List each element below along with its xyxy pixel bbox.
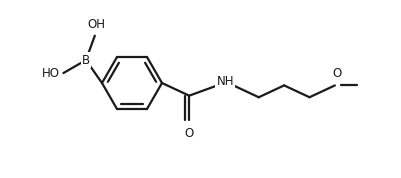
Text: O: O <box>184 127 193 140</box>
Text: HO: HO <box>41 67 59 80</box>
Text: OH: OH <box>87 18 105 31</box>
Text: O: O <box>332 67 341 80</box>
Text: NH: NH <box>216 75 233 88</box>
Text: B: B <box>82 54 90 67</box>
